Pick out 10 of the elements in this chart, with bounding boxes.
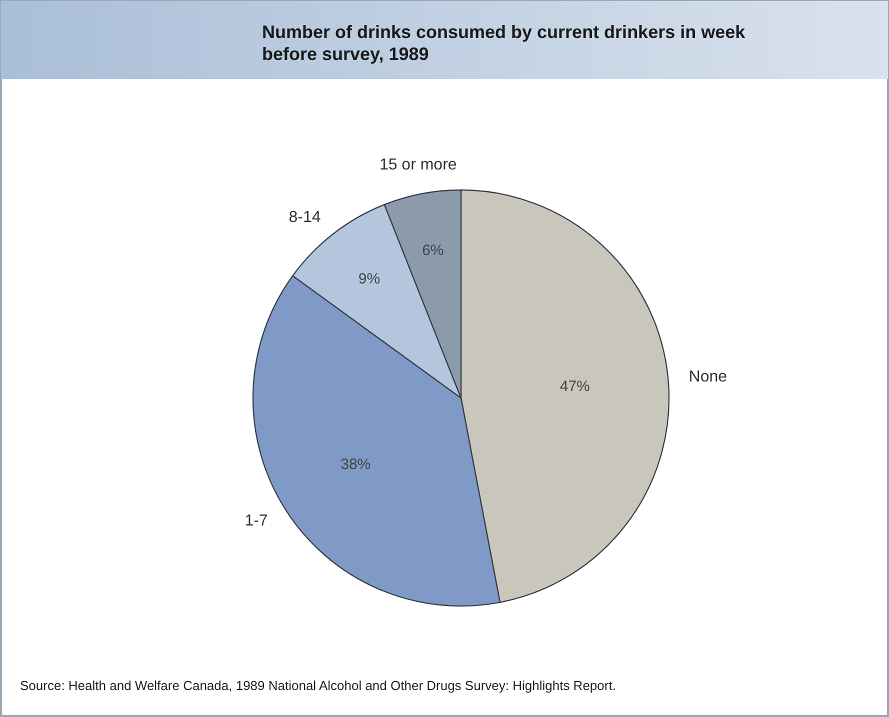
data-label: 47%: [560, 378, 590, 396]
slice-label: None: [688, 368, 728, 386]
data-label: 6%: [422, 242, 444, 259]
data-label: 9%: [358, 270, 380, 288]
chart-title: Number of drinks consumed by current drinkers in week before survey, 1989: [262, 22, 746, 64]
slice-label: 8-14: [288, 209, 321, 226]
data-label: 38%: [340, 456, 371, 473]
slice-label: 1-7: [244, 512, 268, 530]
source-note: Source: Health and Welfare Canada, 1989 National Alcohol and Other Drugs Survey: Highlights Report.: [20, 678, 616, 693]
slice-label: 15 or more: [379, 156, 457, 174]
